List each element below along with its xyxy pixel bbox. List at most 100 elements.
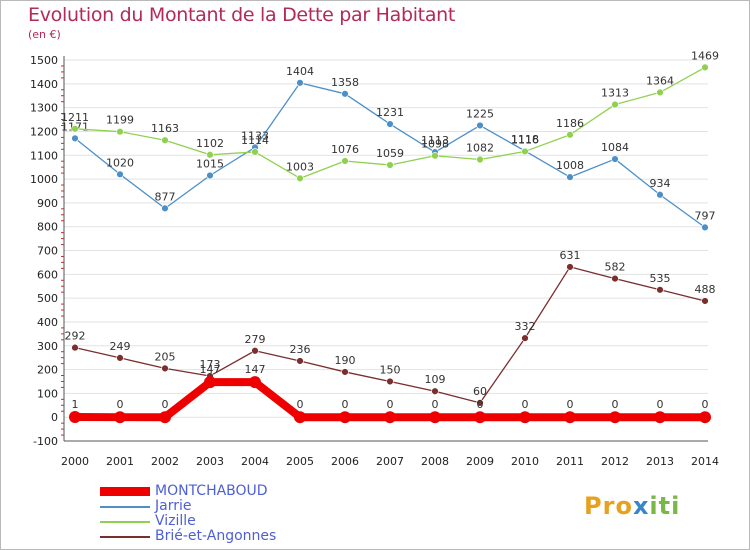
data-label: 1082 — [466, 142, 494, 155]
data-point — [206, 171, 214, 180]
data-point — [476, 121, 484, 130]
y-tick-label: -100 — [33, 435, 58, 448]
x-tick-label: 2003 — [196, 455, 224, 468]
logo-letter: P — [584, 492, 603, 520]
data-label: 0 — [342, 398, 349, 411]
data-label: 877 — [155, 190, 176, 203]
data-point — [116, 170, 124, 179]
data-label: 150 — [380, 363, 401, 376]
data-point — [116, 354, 124, 362]
data-label: 205 — [155, 350, 176, 363]
x-tick-label: 2012 — [601, 455, 629, 468]
data-label: 1186 — [556, 117, 584, 130]
data-label: 1059 — [376, 147, 404, 160]
data-point — [251, 148, 259, 156]
data-label: 190 — [335, 354, 356, 367]
logo-letter: i — [649, 492, 659, 520]
data-point — [159, 411, 171, 424]
data-label: 1008 — [556, 159, 584, 172]
x-tick-label: 2009 — [466, 455, 494, 468]
x-tick-label: 2004 — [241, 455, 269, 468]
data-label: 1364 — [646, 74, 674, 87]
data-point — [71, 125, 79, 133]
data-point — [656, 286, 664, 294]
data-label: 332 — [515, 320, 536, 333]
data-point — [519, 411, 531, 424]
data-point — [116, 127, 124, 136]
data-label: 1133 — [241, 129, 269, 142]
legend-swatch — [100, 521, 150, 523]
data-label: 1076 — [331, 143, 359, 156]
data-point — [656, 88, 664, 97]
data-point — [206, 151, 214, 159]
data-label: 0 — [432, 398, 439, 411]
data-point — [69, 410, 81, 423]
data-label: 488 — [695, 283, 716, 296]
data-label: 1114 — [241, 134, 269, 147]
data-label: 279 — [245, 333, 266, 346]
data-label: 1113 — [421, 134, 449, 147]
data-label: 0 — [387, 398, 394, 411]
data-label: 1102 — [196, 137, 224, 150]
data-point — [161, 204, 169, 213]
data-point — [386, 120, 394, 128]
legend-swatch — [100, 506, 150, 508]
data-point — [294, 411, 306, 424]
chart-title: Evolution du Montant de la Dette par Hab… — [28, 4, 456, 26]
data-point — [296, 79, 304, 87]
data-point — [341, 90, 349, 98]
data-label: 1116 — [511, 133, 539, 146]
data-point — [114, 411, 126, 424]
data-label: 0 — [297, 398, 304, 411]
data-label: 1313 — [601, 87, 629, 100]
data-label: 0 — [162, 398, 169, 411]
data-label: 582 — [605, 261, 626, 274]
data-label: 1 — [72, 398, 79, 411]
x-tick-label: 2006 — [331, 455, 359, 468]
data-label: 236 — [290, 343, 311, 356]
y-tick-label: 1400 — [30, 78, 58, 91]
x-tick-label: 2008 — [421, 455, 449, 468]
x-tick-label: 2002 — [151, 455, 179, 468]
data-label: 1225 — [466, 107, 494, 120]
data-label: 1003 — [286, 160, 314, 173]
data-point — [654, 411, 666, 424]
x-tick-label: 2010 — [511, 455, 539, 468]
data-label: 1084 — [601, 141, 629, 154]
y-tick-label: 200 — [37, 364, 58, 377]
y-tick-label: 0 — [51, 411, 58, 424]
x-tick-label: 2007 — [376, 455, 404, 468]
data-label: 934 — [650, 177, 671, 190]
y-tick-label: 300 — [37, 340, 58, 353]
data-label: 1211 — [61, 111, 89, 124]
data-point — [611, 155, 619, 163]
data-point — [71, 134, 79, 143]
legend-swatch — [100, 487, 150, 496]
data-point — [341, 368, 349, 376]
data-label: 173 — [200, 358, 221, 371]
data-label: 1098 — [421, 138, 449, 151]
y-tick-label: 1000 — [30, 173, 58, 186]
data-point — [564, 411, 576, 424]
data-label: 1358 — [331, 76, 359, 89]
data-point — [476, 155, 484, 164]
data-point — [609, 411, 621, 424]
y-tick-label: 600 — [37, 268, 58, 281]
y-tick-label: 900 — [37, 197, 58, 210]
y-tick-label: 1300 — [30, 102, 58, 115]
data-label: 0 — [567, 398, 574, 411]
data-point — [521, 334, 529, 342]
data-label: 1199 — [106, 114, 134, 127]
data-label: 292 — [65, 330, 86, 343]
data-point — [341, 157, 349, 165]
data-label: 249 — [110, 340, 131, 353]
data-label: 109 — [425, 373, 446, 386]
x-tick-label: 2000 — [61, 455, 89, 468]
data-point — [656, 191, 664, 199]
data-point — [431, 387, 439, 395]
data-point — [476, 399, 484, 407]
legend-label: Jarrie — [155, 498, 192, 514]
data-label: 147 — [200, 363, 221, 376]
